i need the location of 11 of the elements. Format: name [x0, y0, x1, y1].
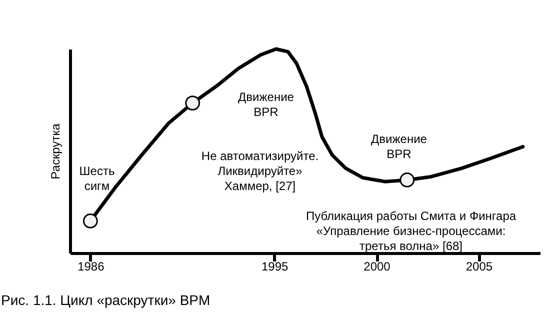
x-tick-label: 1986 [78, 260, 105, 274]
annotation: Шесть сигм [79, 164, 115, 193]
y-axis-title: Раскрутка [48, 123, 62, 180]
annotation: Движение BPR [371, 132, 428, 161]
annotation: Не автоматизируйте. Ликвидируйте» Хаммер, [27] [201, 149, 319, 193]
annotation: Публикация работы Смита и Фингара «Управление бизнес-процессами: третья волна» [68] [306, 209, 516, 253]
x-tick-label: 2000 [364, 260, 391, 274]
annotation: Движение BPR [238, 90, 294, 119]
text: Рис. 1.1. Цикл «раскрутки» BPM [1, 292, 210, 308]
x-tick-label: 1995 [261, 260, 289, 274]
x-tick-label: 2005 [466, 260, 493, 274]
